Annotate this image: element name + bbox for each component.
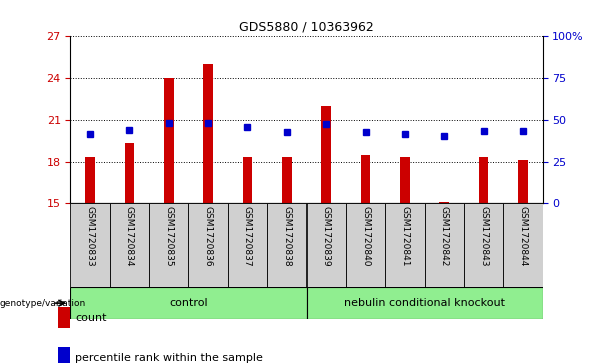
Bar (70, 203, 110, 287)
Bar (282, 158, 292, 203)
Text: GSM1720838: GSM1720838 (283, 206, 291, 266)
Text: percentile rank within the sample: percentile rank within the sample (75, 352, 263, 363)
Bar (306, 287, 543, 319)
Text: GSM1720840: GSM1720840 (361, 206, 370, 266)
Bar (243, 158, 253, 203)
Bar (306, 203, 346, 287)
Bar (321, 106, 331, 203)
Text: GSM1720842: GSM1720842 (440, 206, 449, 266)
Bar (70, 287, 306, 319)
Text: GSM1720843: GSM1720843 (479, 206, 488, 266)
Text: GSM1720834: GSM1720834 (125, 206, 134, 266)
Bar (228, 203, 267, 287)
Text: nebulin conditional knockout: nebulin conditional knockout (344, 298, 505, 308)
Bar (204, 64, 213, 203)
Text: GSM1720839: GSM1720839 (322, 206, 330, 266)
Text: GSM1720833: GSM1720833 (86, 206, 94, 266)
Bar (400, 158, 409, 203)
Bar (464, 203, 503, 287)
Bar (189, 203, 228, 287)
Bar (346, 203, 385, 287)
Bar (360, 155, 370, 203)
Text: GSM1720836: GSM1720836 (204, 206, 213, 266)
Bar (58, 347, 69, 363)
Bar (58, 307, 69, 328)
Bar (164, 78, 173, 203)
Text: GSM1720837: GSM1720837 (243, 206, 252, 266)
Bar (503, 203, 543, 287)
Bar (385, 203, 424, 287)
Bar (424, 203, 464, 287)
Bar (479, 158, 489, 203)
Bar (518, 160, 528, 203)
Text: genotype/variation: genotype/variation (0, 299, 86, 307)
Text: control: control (169, 298, 208, 308)
Bar (124, 143, 134, 203)
Text: count: count (75, 313, 107, 323)
Bar (149, 203, 189, 287)
Bar (110, 203, 149, 287)
Text: GSM1720844: GSM1720844 (519, 206, 527, 266)
Text: GSM1720841: GSM1720841 (400, 206, 409, 266)
Bar (85, 158, 95, 203)
Text: GSM1720835: GSM1720835 (164, 206, 173, 266)
Bar (440, 202, 449, 203)
Bar (267, 203, 306, 287)
Title: GDS5880 / 10363962: GDS5880 / 10363962 (239, 21, 374, 34)
